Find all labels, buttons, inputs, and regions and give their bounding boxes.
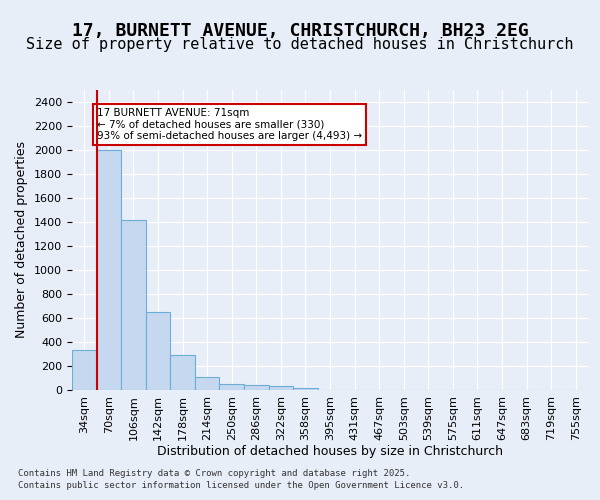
Bar — [121, 220, 146, 390]
Bar — [293, 388, 318, 390]
Text: 17, BURNETT AVENUE, CHRISTCHURCH, BH23 2EG: 17, BURNETT AVENUE, CHRISTCHURCH, BH23 2… — [71, 22, 529, 40]
Text: Size of property relative to detached houses in Christchurch: Size of property relative to detached ho… — [26, 38, 574, 52]
Bar — [170, 355, 195, 390]
Bar — [244, 384, 269, 390]
X-axis label: Distribution of detached houses by size in Christchurch: Distribution of detached houses by size … — [157, 446, 503, 458]
Text: 17 BURNETT AVENUE: 71sqm
← 7% of detached houses are smaller (330)
93% of semi-d: 17 BURNETT AVENUE: 71sqm ← 7% of detache… — [97, 108, 362, 141]
Text: Contains public sector information licensed under the Open Government Licence v3: Contains public sector information licen… — [18, 481, 464, 490]
Text: Contains HM Land Registry data © Crown copyright and database right 2025.: Contains HM Land Registry data © Crown c… — [18, 468, 410, 477]
Bar — [72, 350, 97, 390]
Bar — [195, 378, 220, 390]
Y-axis label: Number of detached properties: Number of detached properties — [16, 142, 28, 338]
Bar — [269, 386, 293, 390]
Bar — [146, 312, 170, 390]
Bar — [220, 384, 244, 390]
Bar — [97, 150, 121, 390]
